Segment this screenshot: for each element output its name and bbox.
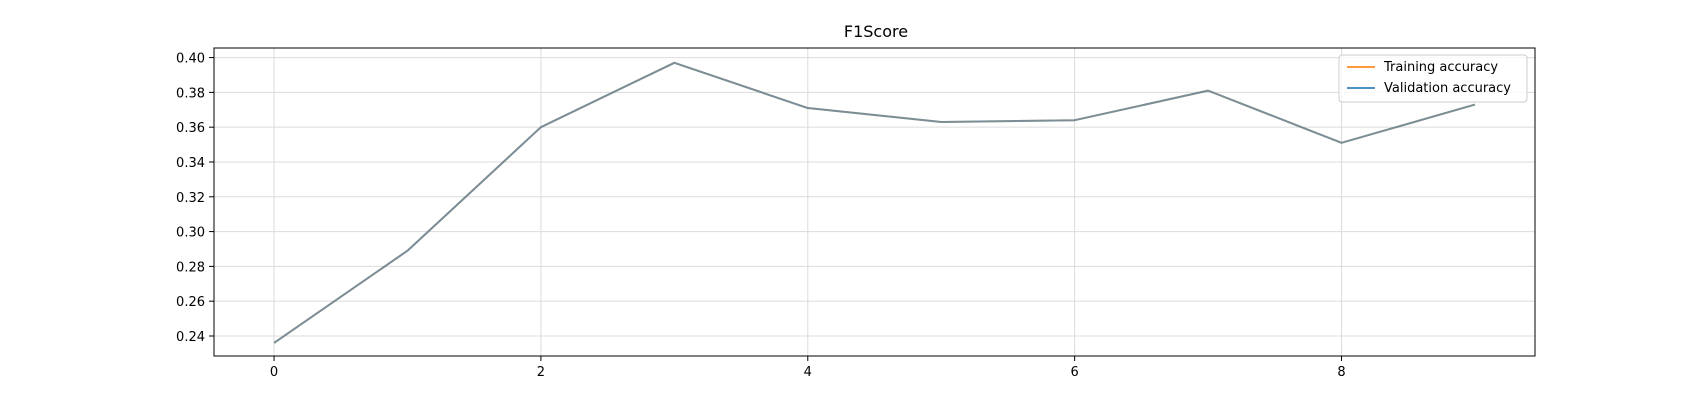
legend-box bbox=[1338, 54, 1528, 103]
y-tick-label-3: 0.30 bbox=[176, 226, 205, 241]
x-tick-label-3: 6 bbox=[1071, 365, 1079, 380]
y-tick-label-5: 0.34 bbox=[176, 156, 205, 171]
x-tick-label-2: 4 bbox=[804, 365, 812, 380]
y-tick-label-2: 0.28 bbox=[176, 260, 205, 275]
chart-title: F1Score bbox=[844, 22, 908, 41]
legend-label-training: Training accuracy bbox=[1383, 60, 1498, 75]
x-tick-label-1: 2 bbox=[537, 365, 545, 380]
y-tick-label-8: 0.40 bbox=[176, 52, 205, 67]
x-tick-label-0: 0 bbox=[270, 365, 278, 380]
plot-frame bbox=[213, 47, 1536, 357]
y-tick-label-7: 0.38 bbox=[176, 86, 205, 101]
series-lines bbox=[273, 61, 1476, 344]
y-tick-label-1: 0.26 bbox=[176, 295, 205, 310]
legend-label-validation: Validation accuracy bbox=[1384, 81, 1511, 96]
ticks: 0 2 4 6 8 0.24 0.26 0.28 0.30 0.32 0.34 0.36 0.38 0.4… bbox=[176, 52, 1346, 380]
y-tick-label-4: 0.32 bbox=[176, 191, 205, 206]
grid bbox=[214, 48, 1535, 356]
x-tick-label-4: 8 bbox=[1337, 365, 1345, 380]
y-tick-label-0: 0.24 bbox=[176, 330, 205, 345]
series-line-1 bbox=[273, 61, 1476, 344]
legend: Training accuracy Validation accuracy bbox=[1338, 54, 1528, 103]
y-tick-label-6: 0.36 bbox=[176, 121, 205, 136]
